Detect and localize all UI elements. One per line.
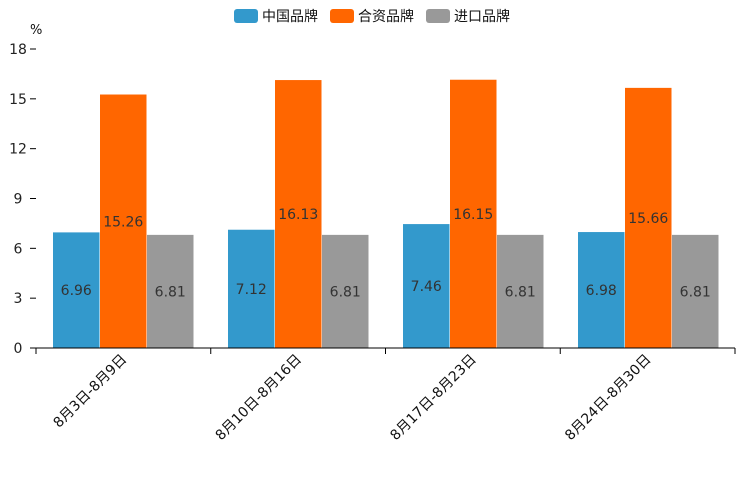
x-axis: 8月3日-8月9日 8月10日-8月16日 8月17日-8月23日 8月24日-8月3…	[35, 347, 736, 444]
bar-2-2	[275, 80, 322, 348]
y-tick-label: 15	[9, 92, 27, 108]
legend-swatch-3	[426, 9, 450, 23]
bar-1-4	[578, 232, 625, 348]
legend-label-3: 进口品牌	[454, 8, 510, 25]
y-tick-label: 18	[9, 42, 27, 58]
data-label: 6.81	[330, 284, 361, 300]
bar-3-1	[147, 234, 194, 348]
data-label: 15.66	[628, 211, 668, 227]
x-tick-label: 8月24日-8月30日	[562, 352, 654, 444]
y-tick-label: 3	[14, 291, 23, 307]
data-label: 7.12	[236, 282, 267, 298]
bar-2-4	[625, 87, 672, 349]
y-axis-unit: %	[30, 23, 42, 38]
data-label: 6.98	[586, 283, 617, 299]
bar-1-2	[228, 229, 275, 348]
y-tick-label: 6	[14, 241, 23, 257]
data-label: 6.96	[61, 283, 92, 299]
bar-2-3	[450, 79, 497, 348]
x-tick-label: 8月17日-8月23日	[387, 352, 479, 444]
bar-3-4	[672, 234, 719, 348]
y-tick-label: 9	[14, 192, 23, 208]
bar-3-2	[322, 234, 369, 348]
x-tick-label: 8月10日-8月16日	[213, 352, 305, 444]
legend-swatch-2	[330, 9, 354, 23]
x-tick-label: 8月3日-8月9日	[51, 352, 131, 432]
data-label: 16.15	[453, 207, 493, 223]
y-tick-label: 12	[9, 142, 27, 158]
bar-1-3	[403, 224, 450, 348]
bars: 6.96 15.26 6.81 7.12 16.13 6.81 7.46 16.15 6.81 6…	[53, 79, 719, 349]
bar-2-1	[100, 94, 147, 349]
data-label: 15.26	[103, 214, 143, 230]
legend-swatch-1	[234, 9, 258, 23]
legend-label-2: 合资品牌	[358, 8, 414, 25]
y-axis: 0 3 6 9 12 15 18	[9, 42, 36, 357]
data-label: 6.81	[155, 284, 186, 300]
data-label: 6.81	[505, 284, 536, 300]
data-label: 7.46	[411, 279, 442, 295]
y-tick-label: 0	[14, 341, 23, 357]
legend: 中国品牌 合资品牌 进口品牌	[234, 8, 510, 25]
data-label: 16.13	[278, 207, 318, 223]
legend-label-1: 中国品牌	[262, 8, 318, 25]
data-label: 6.81	[680, 284, 711, 300]
bar-3-3	[497, 234, 544, 348]
bar-1-1	[53, 232, 100, 348]
